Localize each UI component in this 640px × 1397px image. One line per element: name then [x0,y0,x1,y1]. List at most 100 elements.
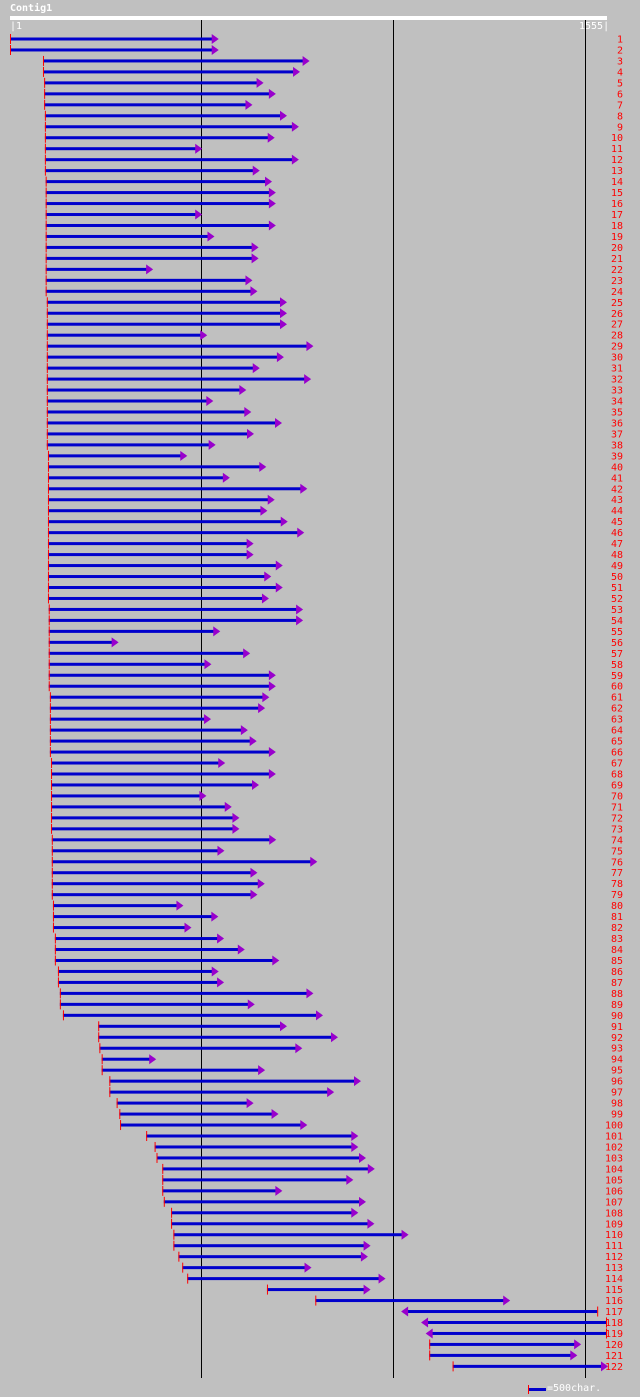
read-number-label: 95 [611,1066,623,1077]
read-bar [51,805,230,809]
read-number-label: 110 [605,1230,623,1241]
read-arrow-head [211,44,219,55]
read-bar [57,980,223,984]
read-arrow-head [252,165,260,176]
read-number-label: 16 [611,199,623,210]
read-arrow-head [217,933,225,944]
read-number-label: 38 [611,440,623,451]
read-arrow-head [293,66,301,77]
read-arrow-head [296,615,304,626]
read-bar [48,673,274,677]
read-number-label: 81 [611,912,623,923]
read-arrow-head [268,220,276,231]
ruler-start-label: |1 [10,21,23,32]
read-number-label: 53 [611,605,623,616]
read-arrow-head [268,187,276,198]
read-arrow-head [271,1109,279,1120]
read-number-label: 55 [611,627,623,638]
read-number-label: 113 [605,1263,623,1274]
read-bar [49,750,274,754]
read-bar [48,662,210,666]
read-arrow-head [213,626,221,637]
read-arrow-head [264,571,272,582]
read-number-label: 71 [611,802,623,813]
read-arrow-head [251,779,259,790]
read-number-label: 21 [611,254,623,265]
read-number-label: 8 [617,111,623,122]
read-number-label: 46 [611,528,623,539]
read-bar [315,1299,509,1303]
read-arrow-head [425,1328,433,1339]
read-number-label: 84 [611,945,623,956]
read-arrow-head [262,692,270,703]
read-number-label: 82 [611,923,623,934]
read-number-label: 60 [611,682,623,693]
read-arrow-head [363,1284,371,1295]
read-arrow-head [401,1229,409,1240]
read-number-label: 118 [605,1318,623,1329]
contig-title: Contig1 [10,3,53,14]
read-number-label: 28 [611,331,623,342]
read-bar [51,816,238,820]
read-number-label: 13 [611,166,623,177]
read-number-label: 106 [605,1186,623,1197]
read-arrow-head [268,681,276,692]
read-number-label: 102 [605,1142,623,1153]
read-arrow-head [250,286,258,297]
read-bar [47,487,306,491]
read-bar [47,520,286,524]
read-bar [48,684,274,688]
read-bar [47,531,303,535]
read-number-label: 116 [605,1296,623,1307]
read-bar [48,640,117,644]
read-arrow-head [268,670,276,681]
read-number-label: 19 [611,232,623,243]
read-bar [45,267,152,271]
read-arrow-head [306,341,314,352]
read-bar [51,871,256,875]
read-bar [51,860,316,864]
read-number-label: 14 [611,177,623,188]
read-bar [452,1364,606,1368]
read-number-label: 31 [611,364,623,375]
read-arrow-head [275,1185,283,1196]
read-arrow-head [180,450,188,461]
read-number-label: 121 [605,1351,623,1362]
read-arrow-head [217,845,225,856]
read-arrow-head [275,417,283,428]
read-number-label: 52 [611,594,623,605]
read-number-label: 61 [611,693,623,704]
read-arrow-head [363,1240,371,1251]
read-arrow-head [200,330,208,341]
read-arrow-head [195,209,203,220]
read-number-label: 112 [605,1252,623,1263]
read-number-label: 41 [611,473,623,484]
read-arrow-head [149,1054,157,1065]
read-bar [45,202,274,206]
read-bar [49,717,210,721]
read-arrow-head [358,1196,366,1207]
read-number-label: 69 [611,780,623,791]
read-bar [54,937,223,941]
read-bar [46,377,310,381]
read-number-label: 114 [605,1274,623,1285]
read-arrow-head [279,297,287,308]
read-number-label: 80 [611,901,623,912]
read-bar [44,147,201,151]
read-arrow-head [239,385,247,396]
read-number-label: 76 [611,857,623,868]
read-bar [51,838,275,842]
read-bar [46,311,285,315]
read-bar [120,1123,306,1127]
read-arrow-head [279,110,287,121]
read-bar [45,223,274,227]
read-bar [44,158,297,162]
read-bar [47,454,186,458]
read-number-label: 100 [605,1121,623,1132]
read-bar [173,1244,369,1248]
read-bar [178,1255,366,1259]
read-number-label: 3 [617,56,623,67]
read-arrow-head [204,659,212,670]
read-number-label: 36 [611,418,623,429]
